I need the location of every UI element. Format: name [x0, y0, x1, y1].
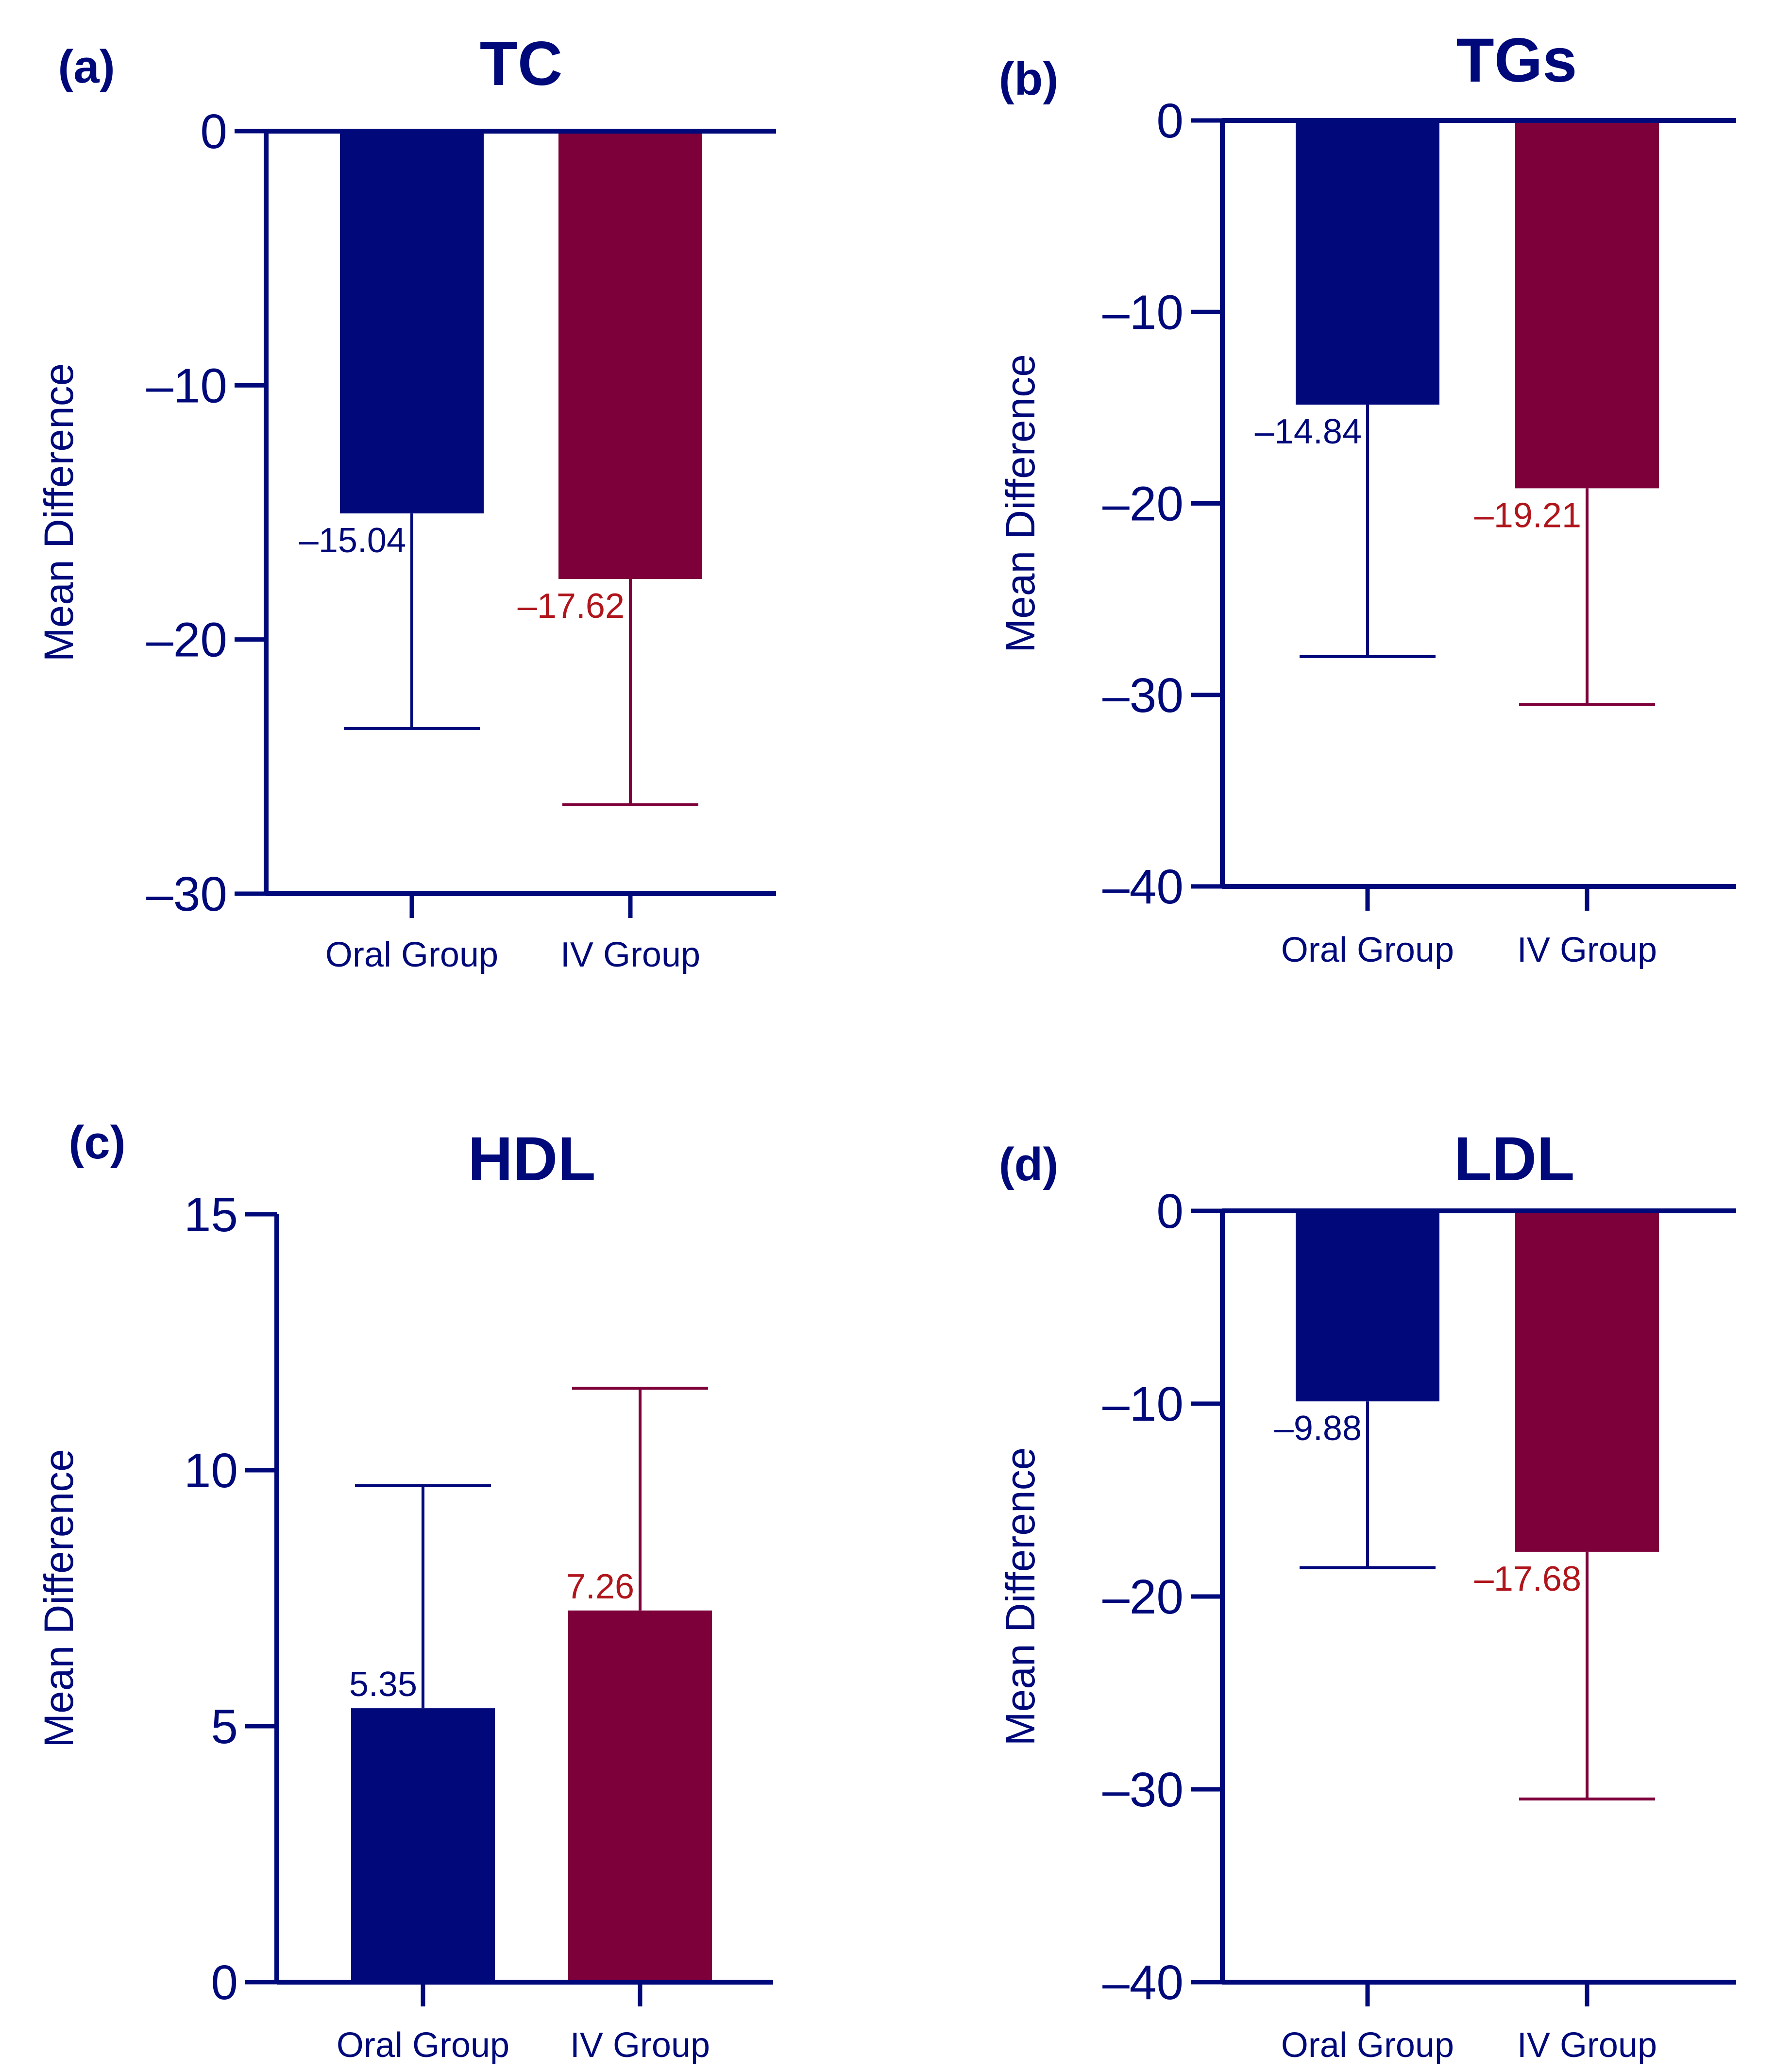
y-tick-label: –30	[146, 867, 227, 921]
y-tick-label: 0	[211, 1955, 238, 2010]
bar-oral	[1296, 120, 1439, 405]
bar-oral	[340, 131, 484, 514]
y-tick-label: –10	[1102, 1377, 1183, 1431]
bar-iv	[568, 1610, 712, 1982]
y-axis-title: Mean Difference	[36, 363, 82, 662]
y-tick-label: 10	[184, 1444, 238, 1498]
y-tick-label: –20	[146, 613, 227, 667]
y-tick-label: 5	[211, 1699, 238, 1754]
panel-letter: (c)	[68, 1117, 125, 1169]
chart-panel-c: (c) HDL 5.35 Oral Group 7.26 IV Group 0 5 10 15 Me…	[36, 1117, 773, 2065]
y-axis-title: Mean Difference	[36, 1449, 82, 1748]
data-label: –9.88	[1274, 1409, 1362, 1448]
y-tick-label: –40	[1102, 860, 1183, 914]
data-label: 7.26	[566, 1567, 634, 1606]
data-label: –15.04	[299, 521, 406, 560]
x-tick-label: Oral Group	[1281, 2026, 1454, 2065]
bar-iv	[1515, 120, 1659, 489]
y-tick-label: –10	[1102, 285, 1183, 340]
chart-panel-b: (b) TGs –14.84 Oral Group –19.21 IV Group 0 –10…	[997, 26, 1736, 969]
data-label: 5.35	[349, 1665, 417, 1704]
chart-panel-a: (a) TC –15.04 Oral Group –17.62 IV Group 0 –10 –…	[36, 29, 776, 974]
data-label: –17.68	[1474, 1560, 1581, 1598]
x-tick-label: IV Group	[1517, 2026, 1657, 2065]
y-tick-label: –10	[146, 358, 227, 413]
panel-title: TC	[480, 29, 563, 99]
panel-letter: (b)	[999, 53, 1059, 105]
bar-iv	[1515, 1211, 1659, 1552]
panel-letter: (d)	[999, 1138, 1059, 1190]
data-label: –17.62	[518, 587, 625, 626]
chart-panel-d: (d) LDL –9.88 Oral Group –17.68 IV Group 0 –10 –…	[997, 1124, 1736, 2065]
y-tick-label: –20	[1102, 1570, 1183, 1624]
y-tick-label: –30	[1102, 1763, 1183, 1817]
bar-iv	[558, 131, 702, 579]
data-label: –14.84	[1255, 412, 1362, 451]
bar-oral	[351, 1708, 495, 1982]
y-tick-label: 15	[184, 1188, 238, 1242]
y-tick-label: –20	[1102, 477, 1183, 531]
data-label: –19.21	[1474, 496, 1581, 535]
x-tick-label: Oral Group	[1281, 931, 1454, 969]
bar-oral	[1296, 1211, 1439, 1402]
x-tick-label: Oral Group	[325, 935, 498, 974]
x-tick-label: IV Group	[560, 935, 700, 974]
panel-title: LDL	[1454, 1124, 1575, 1194]
y-tick-label: 0	[200, 104, 227, 159]
y-tick-label: 0	[1156, 1184, 1183, 1239]
panel-title: TGs	[1456, 26, 1577, 95]
y-tick-label: –40	[1102, 1955, 1183, 2010]
x-tick-label: IV Group	[1517, 931, 1657, 969]
y-axis-title: Mean Difference	[997, 1447, 1043, 1746]
panel-title: HDL	[468, 1124, 595, 1194]
y-axis-title: Mean Difference	[997, 354, 1043, 653]
x-tick-label: Oral Group	[337, 2026, 509, 2065]
x-tick-label: IV Group	[570, 2026, 710, 2065]
panel-letter: (a)	[58, 41, 115, 93]
y-tick-label: 0	[1156, 94, 1183, 148]
y-tick-label: –30	[1102, 668, 1183, 723]
